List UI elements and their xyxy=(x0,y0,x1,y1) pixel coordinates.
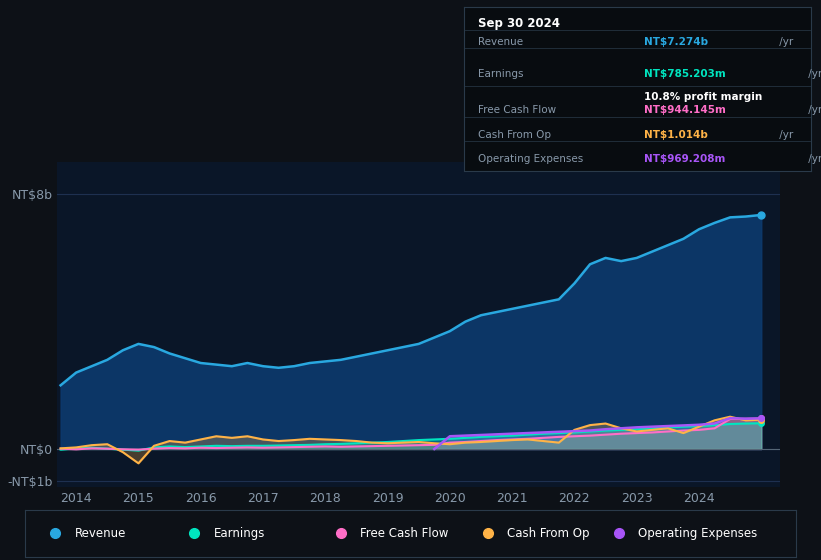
Text: 10.8% profit margin: 10.8% profit margin xyxy=(644,92,763,102)
Text: Earnings: Earnings xyxy=(478,69,523,80)
Text: NT$7.274b: NT$7.274b xyxy=(644,37,709,46)
Text: Revenue: Revenue xyxy=(75,527,126,540)
Text: Sep 30 2024: Sep 30 2024 xyxy=(478,17,560,30)
Text: NT$785.203m: NT$785.203m xyxy=(644,69,727,80)
Text: Operating Expenses: Operating Expenses xyxy=(478,155,583,165)
Text: NT$944.145m: NT$944.145m xyxy=(644,105,727,115)
Text: Cash From Op: Cash From Op xyxy=(478,130,551,140)
Text: Operating Expenses: Operating Expenses xyxy=(638,527,758,540)
Text: Free Cash Flow: Free Cash Flow xyxy=(360,527,449,540)
Text: Revenue: Revenue xyxy=(478,37,523,46)
Text: /yr: /yr xyxy=(776,37,793,46)
Text: /yr: /yr xyxy=(805,105,821,115)
Text: /yr: /yr xyxy=(805,69,821,80)
Text: Earnings: Earnings xyxy=(213,527,265,540)
Text: /yr: /yr xyxy=(805,155,821,165)
Text: Cash From Op: Cash From Op xyxy=(507,527,589,540)
Text: Free Cash Flow: Free Cash Flow xyxy=(478,105,556,115)
Text: /yr: /yr xyxy=(776,130,793,140)
Text: NT$1.014b: NT$1.014b xyxy=(644,130,709,140)
Text: NT$969.208m: NT$969.208m xyxy=(644,155,726,165)
